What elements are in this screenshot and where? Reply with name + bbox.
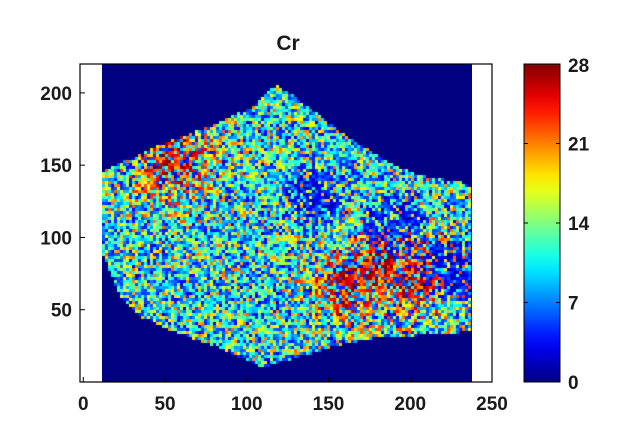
x-tick-label: 250 xyxy=(476,394,508,415)
y-tick-label: 150 xyxy=(40,156,72,177)
x-tick-label: 100 xyxy=(231,394,263,415)
x-tick-label: 200 xyxy=(394,394,426,415)
colorbar-tick-label: 14 xyxy=(568,214,590,235)
heatmap-image xyxy=(102,64,472,382)
colorbar-gradient xyxy=(523,63,561,383)
x-tick-label: 0 xyxy=(78,394,89,415)
y-tick-label: 200 xyxy=(40,84,72,105)
heatmap-area xyxy=(80,64,492,382)
colorbar-tick-label: 0 xyxy=(568,373,579,394)
plot-margin-right xyxy=(472,64,492,382)
x-tick-label: 50 xyxy=(154,394,175,415)
y-tick-label: 100 xyxy=(40,228,72,249)
plot-frame xyxy=(79,63,493,383)
y-axis: 50 100 150 200 xyxy=(40,84,85,322)
colorbar-tick-label: 21 xyxy=(568,135,590,156)
x-axis: 0 50 100 150 200 250 xyxy=(78,377,508,415)
colorbar-tick-label: 28 xyxy=(568,56,589,77)
colorbar: 0 7 14 21 28 xyxy=(523,56,590,394)
y-tick-label: 50 xyxy=(51,301,72,322)
x-tick-label: 150 xyxy=(313,394,345,415)
chart-title: Cr xyxy=(276,32,299,55)
colorbar-tick-label: 7 xyxy=(568,294,579,315)
plot-margin-left xyxy=(80,64,102,382)
